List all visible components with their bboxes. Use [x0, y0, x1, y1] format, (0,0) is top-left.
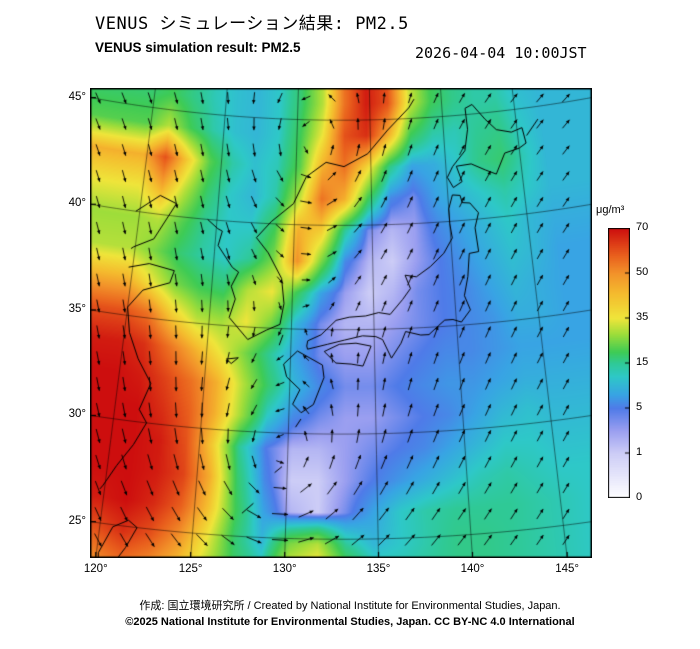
lat-tick-label: 35° — [68, 302, 86, 315]
colorbar-tick-label: 5 — [636, 401, 643, 413]
lon-tick-label: 135° — [366, 563, 391, 575]
lat-tick-label: 45° — [68, 90, 86, 103]
simulation-timestamp: 2026-04-04 10:00JST — [415, 44, 587, 62]
license-line: ©2025 National Institute for Environment… — [125, 616, 575, 628]
pm25-heatmap-canvas — [90, 88, 592, 558]
colorbar-tick-label: 15 — [636, 356, 649, 368]
credit-line: 作成: 国立環境研究所 / Created by National Instit… — [139, 600, 561, 612]
colorbar-tick-label: 70 — [636, 221, 649, 233]
map-panel: 25° 30° 35° 40° 45° 120° 125° 130° 135° 140° 145° — [69, 88, 592, 575]
lat-tick-label: 30° — [68, 408, 86, 421]
page-title-japanese: VENUS シミュレーション結果: PM2.5 — [95, 14, 409, 34]
lat-tick-label: 25° — [68, 514, 86, 527]
colorbar-tick-label: 0 — [636, 491, 643, 503]
lon-tick-label: 125° — [178, 563, 203, 575]
lon-tick-label: 130° — [272, 563, 297, 575]
lon-tick-label: 120° — [83, 563, 108, 575]
colorbar-tick-label: 50 — [636, 266, 649, 278]
lon-tick-label: 145° — [555, 563, 580, 575]
colorbar-gradient-canvas — [608, 228, 630, 498]
colorbar: μg/m³ 70 50 35 15 5 1 0 — [596, 204, 668, 503]
colorbar-tick-label: 35 — [636, 311, 649, 323]
lat-tick-label: 40° — [68, 197, 86, 210]
colorbar-units-label: μg/m³ — [596, 204, 625, 216]
lon-tick-label: 140° — [460, 563, 485, 575]
page-title-english: VENUS simulation result: PM2.5 — [95, 40, 301, 55]
colorbar-tick-label: 1 — [636, 446, 643, 458]
